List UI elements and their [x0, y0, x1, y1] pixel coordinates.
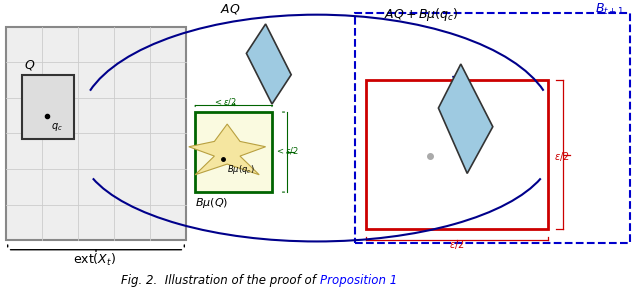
FancyBboxPatch shape — [6, 27, 186, 240]
FancyBboxPatch shape — [366, 80, 548, 229]
Text: $B\mu(q_c)$: $B\mu(q_c)$ — [227, 163, 255, 176]
FancyBboxPatch shape — [22, 75, 74, 139]
Text: $q_c$: $q_c$ — [51, 121, 63, 133]
Text: $AQ$: $AQ$ — [220, 2, 241, 16]
Polygon shape — [438, 64, 493, 173]
Text: $\epsilon/2$: $\epsilon/2$ — [554, 150, 569, 163]
Text: $AQ + B\mu(q_c)$: $AQ + B\mu(q_c)$ — [384, 6, 459, 23]
Polygon shape — [246, 24, 291, 104]
Polygon shape — [189, 124, 266, 175]
FancyBboxPatch shape — [195, 112, 272, 192]
Text: Proposition 1: Proposition 1 — [320, 274, 397, 287]
Text: $< \epsilon/2$: $< \epsilon/2$ — [213, 96, 237, 107]
Text: Fig. 2.  Illustration of the proof of: Fig. 2. Illustration of the proof of — [122, 274, 320, 287]
Text: $B\mu(Q)$: $B\mu(Q)$ — [195, 196, 228, 210]
Text: $\epsilon/2$: $\epsilon/2$ — [449, 238, 465, 251]
Text: $< \epsilon/2$: $< \epsilon/2$ — [275, 145, 299, 156]
Text: $Q$: $Q$ — [24, 58, 36, 72]
Text: $\mathrm{ext}(X_t)$: $\mathrm{ext}(X_t)$ — [73, 252, 116, 268]
Text: $B_{t+1}$: $B_{t+1}$ — [595, 2, 624, 17]
